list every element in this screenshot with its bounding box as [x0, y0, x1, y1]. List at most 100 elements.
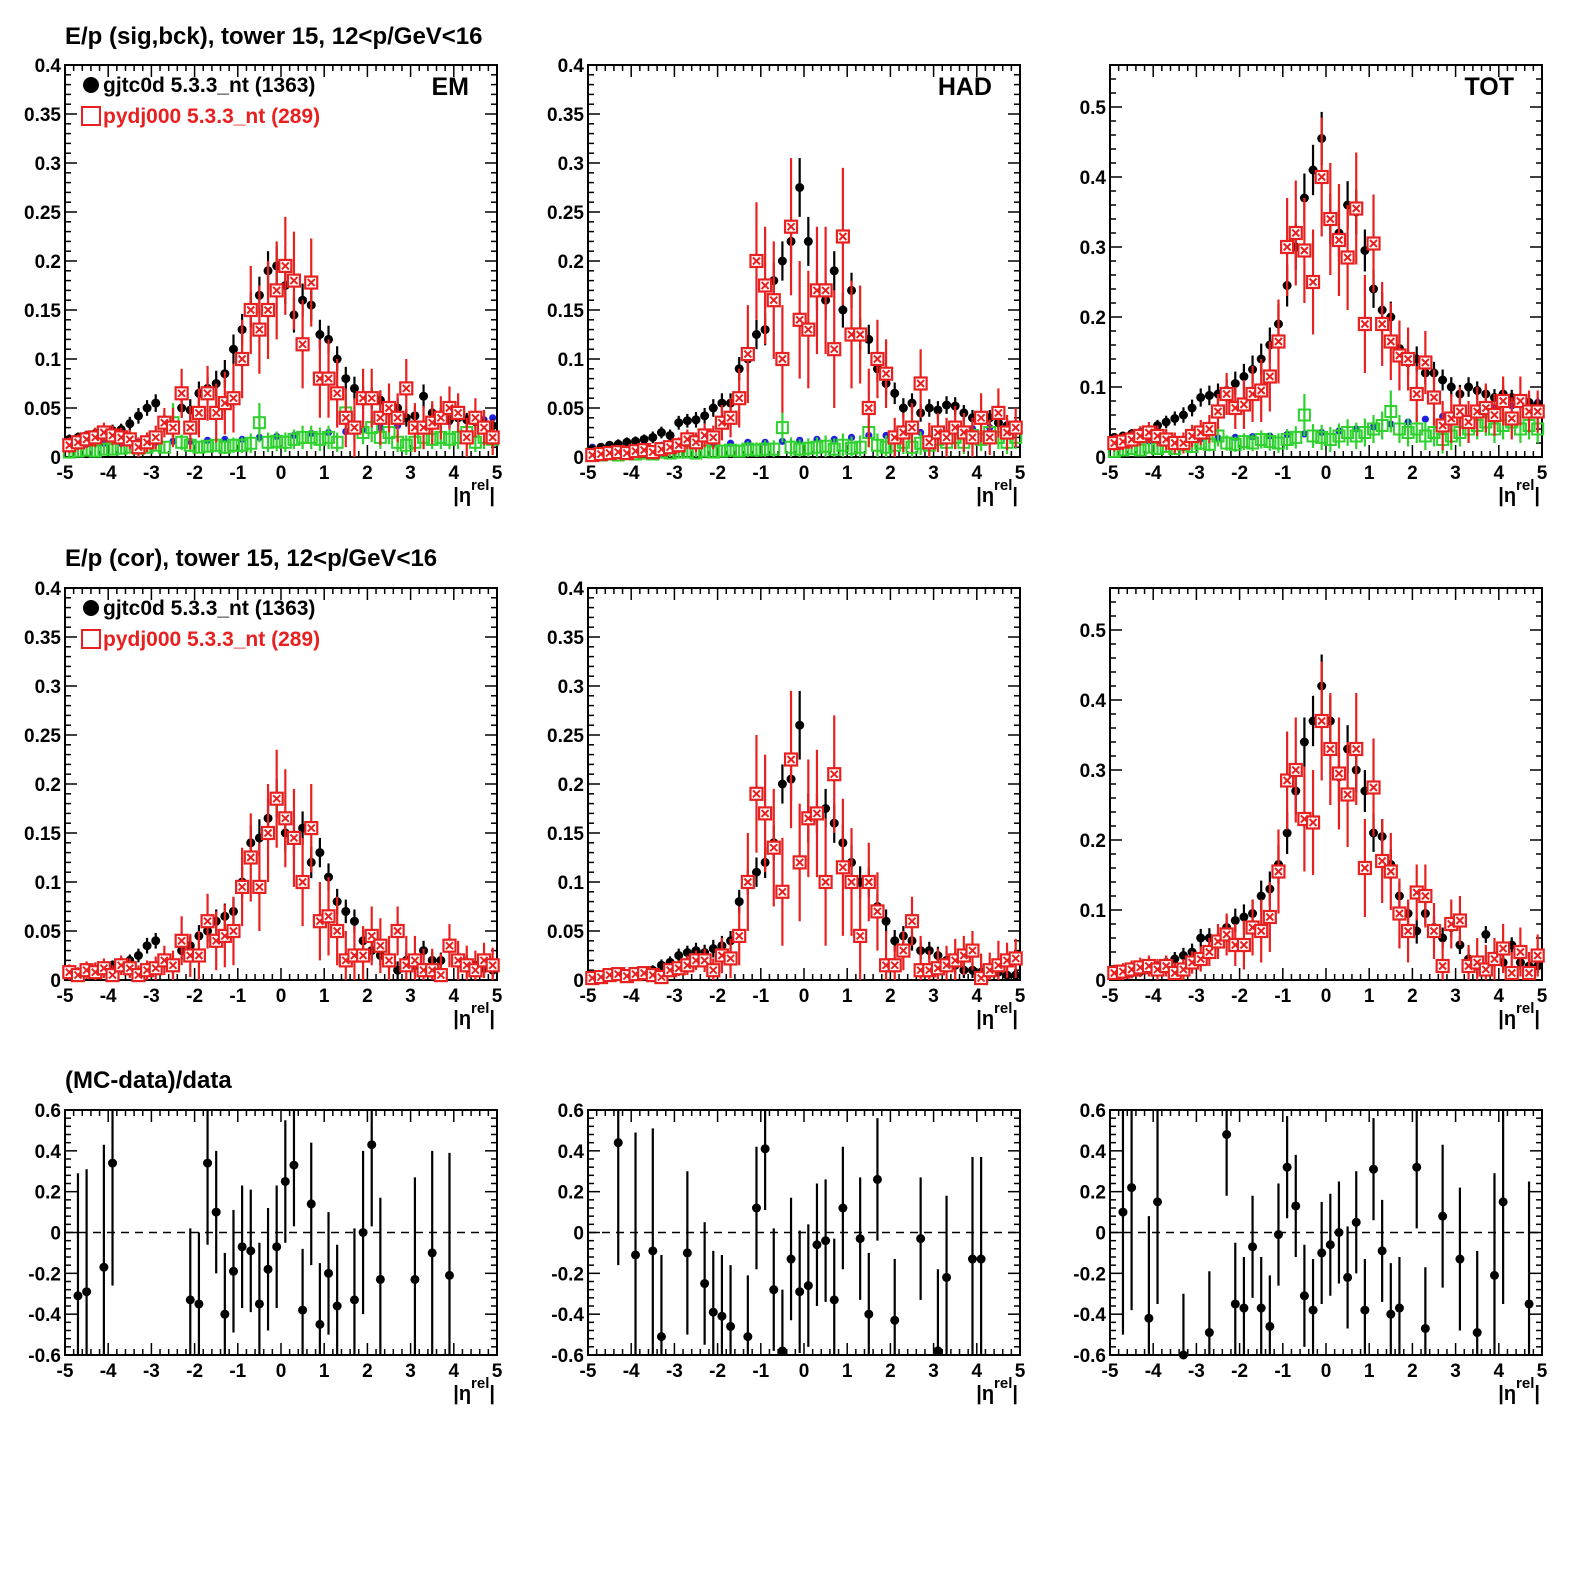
y-tick-label: 0.3 [35, 154, 61, 175]
x-tick-label: 2 [362, 986, 373, 1007]
data-point [349, 383, 359, 393]
data-point [648, 432, 658, 442]
mc-point-cross [1455, 407, 1465, 416]
mc-point-cross [1386, 867, 1396, 876]
data-point [220, 1309, 230, 1319]
mc-point-cross [743, 349, 753, 359]
y-tick-label: 0.25 [547, 203, 584, 224]
mc-point-cross [393, 413, 402, 423]
data-point [795, 1287, 805, 1297]
data-point [631, 1250, 641, 1260]
mc-point-cross [925, 438, 934, 447]
x-tick-label: 5 [492, 1361, 503, 1382]
mc-point-cross [272, 794, 281, 803]
mc-point-cross [255, 882, 264, 892]
data-point [254, 1299, 264, 1309]
y-tick-label: -0.4 [28, 1305, 61, 1326]
data-point [1299, 1291, 1309, 1301]
legend-marker-mc [81, 106, 101, 126]
mc-point-cross [307, 823, 316, 833]
x-tick-label: -2 [1231, 463, 1248, 484]
x-axis-label-sup: rel [471, 1000, 489, 1017]
data-point [1273, 1230, 1283, 1240]
mc-point-cross [1205, 424, 1214, 434]
mc-point-cross [1524, 968, 1534, 978]
x-tick-label: 2 [885, 986, 896, 1007]
x-axis-label-main: |η [976, 1008, 994, 1030]
x-tick-label: 4 [972, 1361, 983, 1382]
background-mc-point [1289, 430, 1303, 444]
x-tick-label: 3 [928, 986, 939, 1007]
y-tick-label: 0 [1095, 448, 1106, 469]
mc-point-cross [1360, 319, 1370, 329]
mc-point-cross [1239, 940, 1249, 950]
x-tick-label: -1 [752, 986, 769, 1007]
data-point [760, 1144, 770, 1154]
x-tick-label: -5 [580, 463, 597, 484]
data-point [211, 1207, 221, 1217]
mc-point-cross [778, 887, 787, 897]
background-mc-point [330, 435, 344, 449]
mc-point-cross [177, 389, 186, 398]
mc-point-cross [1334, 769, 1344, 778]
background-mc-point [1306, 429, 1320, 443]
data-point [1196, 393, 1206, 402]
data-point [1377, 1246, 1387, 1256]
mc-point-cross [1377, 319, 1387, 329]
x-axis-label-sup: rel [471, 1375, 489, 1392]
x-tick-label: -2 [709, 1361, 726, 1382]
data-point [427, 1248, 437, 1258]
x-axis-label: |ηrel| [1498, 1000, 1540, 1030]
x-axis-label-end: | [1534, 485, 1540, 507]
x-tick-label: -1 [1274, 1361, 1291, 1382]
data-point [1256, 891, 1266, 901]
data-point [881, 916, 891, 926]
mc-point-cross [838, 863, 848, 872]
mc-point-cross [1265, 912, 1275, 922]
data-point [367, 1140, 377, 1150]
background-mc-point [1358, 426, 1372, 439]
x-tick-label: -5 [1102, 463, 1119, 484]
y-tick-label: 0.2 [558, 1183, 584, 1204]
background-mc-point [1332, 429, 1346, 443]
mc-point-cross [237, 882, 247, 892]
background-data-point [489, 414, 497, 422]
x-tick-label: -2 [709, 986, 726, 1007]
background-mc-point [296, 430, 310, 444]
panel-had-cor: -5 -4 -3 -2 -1 0 1 2 3 4 5 0 0.05 0.1 0.15 0.2 0.25 0.3 0.… [547, 579, 1026, 1030]
data-point [751, 1203, 761, 1213]
x-axis-label: |ηrel| [453, 477, 495, 507]
mc-point-cross [1464, 417, 1473, 427]
x-tick-label: -2 [186, 1361, 203, 1382]
background-mc-point [192, 440, 206, 454]
x-axis-label-main: |η [976, 1383, 994, 1405]
data-point [1438, 1211, 1448, 1221]
x-tick-label: -4 [1145, 986, 1162, 1007]
mc-point-cross [203, 389, 212, 398]
mc-point-cross [709, 965, 718, 975]
data-point [872, 1174, 882, 1184]
background-mc-point [1384, 405, 1398, 418]
data-point [890, 936, 900, 946]
mc-point-cross [830, 769, 839, 779]
x-axis-label-sup: rel [1516, 477, 1534, 494]
x-tick-label: -5 [580, 1361, 597, 1382]
series-xbox [62, 216, 500, 457]
x-tick-label: -4 [623, 463, 640, 484]
mc-point-cross [384, 956, 394, 965]
x-tick-label: 1 [842, 1361, 853, 1382]
data-point [315, 1319, 325, 1329]
mc-point-cross [812, 809, 822, 818]
data-point [708, 403, 718, 413]
background-mc-point [175, 435, 189, 449]
x-tick-label: 0 [276, 463, 287, 484]
panel-tot-ratio: -5 -4 -3 -2 -1 0 1 2 3 4 5 -0.6 -0.4 -0.2 0 0.2 0.4 0.6 |η… [1073, 1101, 1547, 1405]
mc-point-cross [1533, 407, 1542, 416]
mc-point-cross [890, 961, 899, 970]
background-mc-point [313, 432, 327, 446]
mc-point-cross [367, 931, 376, 941]
mc-point-cross [358, 951, 368, 960]
data-point [967, 1254, 977, 1264]
data-point [228, 1266, 238, 1276]
y-tick-label: 0.1 [35, 350, 62, 371]
